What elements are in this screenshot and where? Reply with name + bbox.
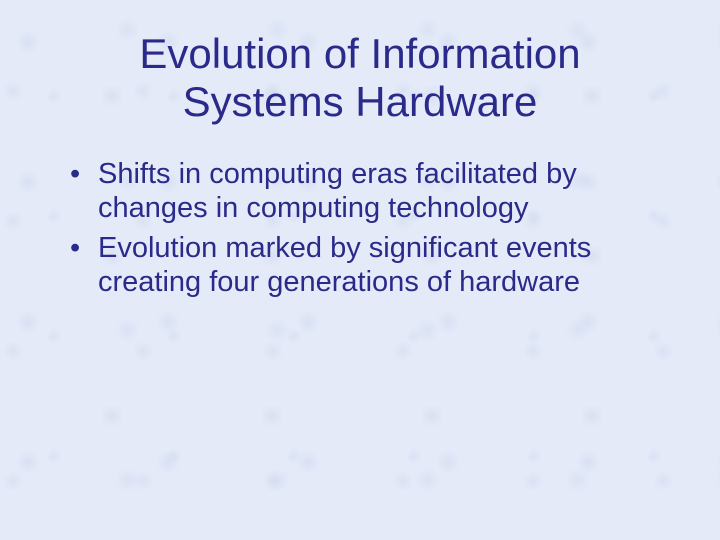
slide-container: Evolution of Information Systems Hardwar… — [0, 0, 720, 540]
slide-title: Evolution of Information Systems Hardwar… — [60, 30, 660, 127]
bullet-item: Shifts in computing eras facilitated by … — [70, 157, 660, 225]
bullet-item: Evolution marked by significant events c… — [70, 231, 660, 299]
bullet-list: Shifts in computing eras facilitated by … — [70, 157, 660, 300]
